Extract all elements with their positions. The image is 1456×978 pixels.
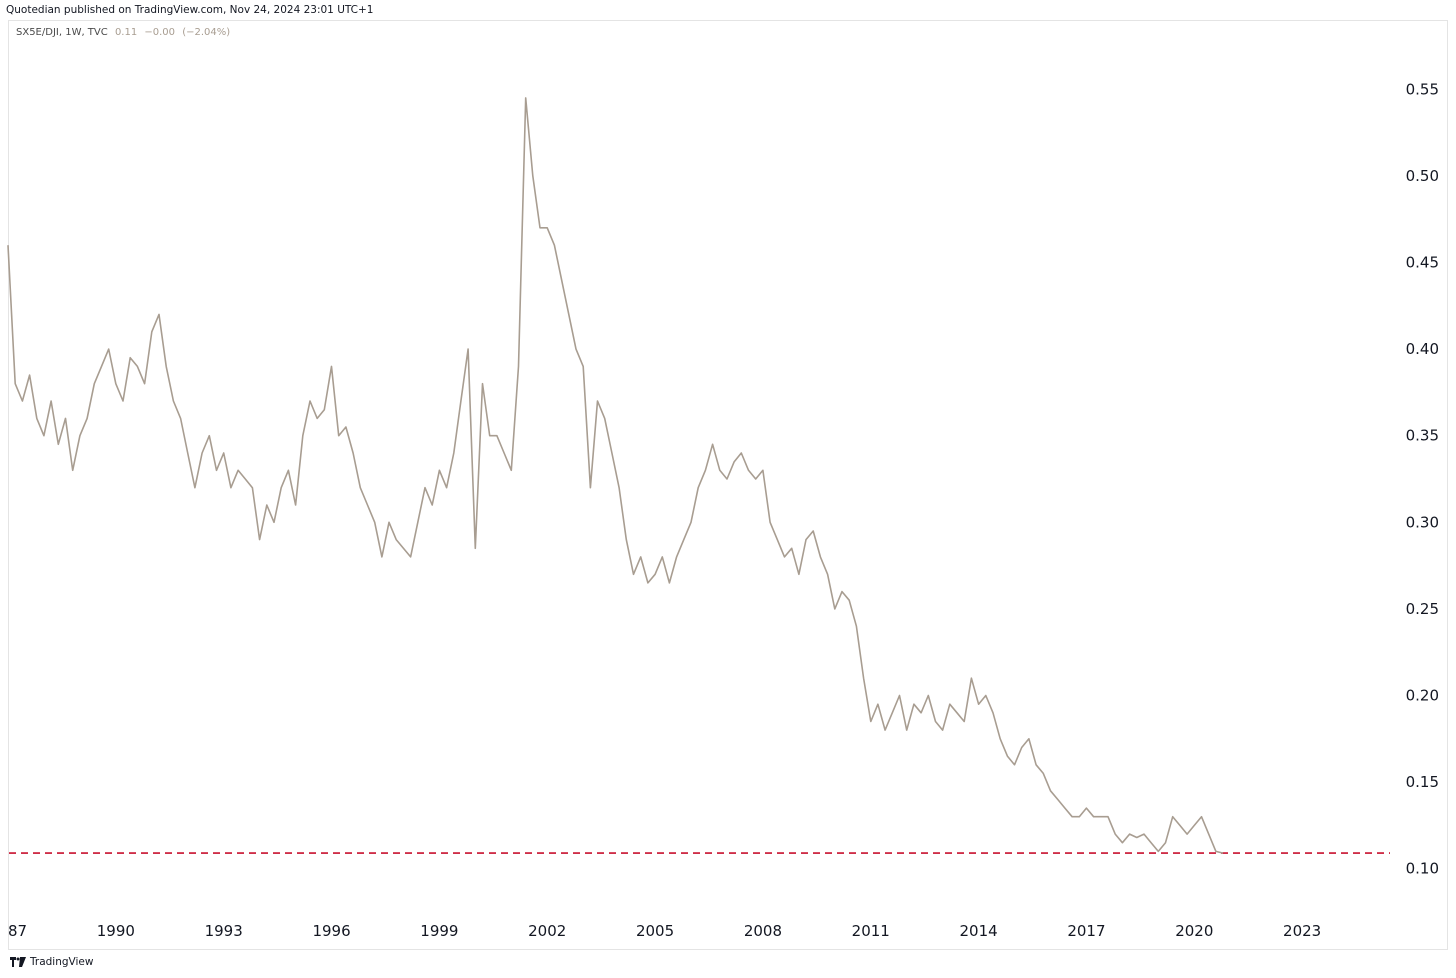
x-tick-label: 1999 bbox=[420, 922, 458, 940]
y-tick-label: 0.30 bbox=[1406, 513, 1439, 531]
legend-last-value: 0.11 bbox=[114, 27, 138, 38]
x-tick-label: 1990 bbox=[97, 922, 135, 940]
x-tick-label: 2020 bbox=[1175, 922, 1213, 940]
y-tick-label: 0.40 bbox=[1406, 340, 1439, 358]
y-tick-label: 0.35 bbox=[1406, 427, 1439, 445]
ratio-series-line bbox=[7, 97, 1224, 854]
y-tick-label: 0.50 bbox=[1406, 167, 1439, 185]
x-tick-label: 2002 bbox=[528, 922, 566, 940]
y-tick-label: 0.15 bbox=[1406, 773, 1439, 791]
legend-change-percent: (−2.04%) bbox=[182, 27, 231, 38]
symbol-legend: SX5E/DJI, 1W, TVC 0.11 −0.00 (−2.04%) bbox=[16, 27, 230, 38]
y-tick-label: 0.55 bbox=[1406, 80, 1439, 98]
tradingview-logo-icon bbox=[10, 957, 26, 967]
y-tick-label: 0.10 bbox=[1406, 860, 1439, 878]
footer-brand-text: TradingView bbox=[30, 956, 94, 968]
x-tick-label: 87 bbox=[8, 922, 27, 940]
y-tick-label: 0.25 bbox=[1406, 600, 1439, 618]
y-tick-label: 0.45 bbox=[1406, 253, 1439, 271]
x-tick-label: 2023 bbox=[1283, 922, 1321, 940]
y-tick-label: 0.20 bbox=[1406, 686, 1439, 704]
x-tick-label: 2008 bbox=[744, 922, 782, 940]
x-tick-label: 2005 bbox=[636, 922, 674, 940]
x-tick-label: 2014 bbox=[960, 922, 998, 940]
x-tick-label: 2011 bbox=[852, 922, 890, 940]
x-tick-label: 1996 bbox=[312, 922, 350, 940]
chart-frame bbox=[8, 20, 1448, 950]
y-axis-ticks: 0.55 0.50 0.45 0.40 0.35 0.30 0.25 0.20 0.15 0.10 bbox=[1406, 80, 1439, 877]
x-tick-label: 1993 bbox=[205, 922, 243, 940]
legend-change: −0.00 bbox=[144, 27, 176, 38]
publication-attribution: Quotedian published on TradingView.com, … bbox=[6, 4, 374, 16]
tradingview-footer: TradingView bbox=[10, 956, 93, 968]
x-axis-ticks: 87 1990 1993 1996 1999 2002 2005 2008 2011 2014 20… bbox=[8, 922, 1321, 940]
legend-symbol: SX5E/DJI, 1W, TVC bbox=[16, 27, 108, 38]
x-tick-label: 2017 bbox=[1067, 922, 1105, 940]
